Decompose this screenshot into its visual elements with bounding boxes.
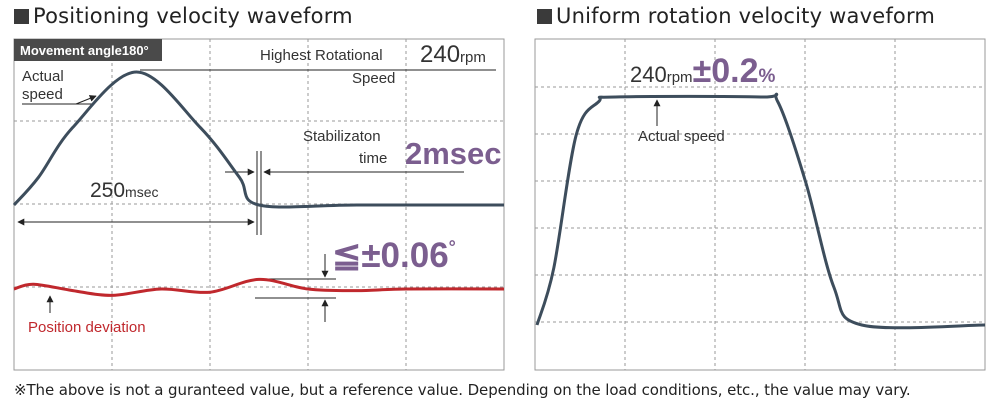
deviation-number: ≦±0.06	[332, 236, 449, 275]
actual-speed-label-line1: Actual	[22, 68, 64, 85]
uniform-tolerance-unit: %	[759, 66, 776, 87]
uniform-speed-value: 240rpm±0.2%	[630, 52, 776, 90]
right-chart-frame	[534, 38, 986, 371]
duration-unit: msec	[125, 184, 158, 200]
highest-speed-label-line1: Highest Rotational	[260, 47, 383, 64]
right-panel-title-text: Uniform rotation velocity waveform	[556, 4, 936, 28]
stabilization-label-line2: time	[359, 150, 387, 167]
left-panel-title: Positioning velocity waveform	[14, 4, 353, 28]
highest-speed-label-line2: Speed	[352, 70, 395, 87]
position-deviation-label: Position deviation	[28, 319, 146, 336]
stabilization-label-line1: Stabilizaton	[303, 128, 381, 145]
left-chart: Movement angle180° Actual speed Highest …	[12, 38, 505, 371]
position-deviation-line	[13, 277, 505, 297]
movement-angle-badge-text: Movement angle180°	[20, 43, 149, 58]
highest-speed-value: 240rpm	[420, 41, 486, 68]
uniform-speed-number: 240	[630, 62, 667, 87]
deviation-unit: °	[449, 237, 456, 257]
uniform-actual-speed-label: Actual speed	[638, 128, 725, 145]
left-velocity-line	[12, 70, 504, 209]
highest-speed-unit: rpm	[460, 49, 486, 66]
square-bullet-icon	[537, 9, 552, 24]
duration-value: 250msec	[90, 179, 159, 202]
right-panel-title: Uniform rotation velocity waveform	[537, 4, 935, 28]
duration-number: 250	[90, 179, 125, 202]
footnote: ※The above is not a guranteed value, but…	[14, 381, 911, 399]
movement-angle-badge	[14, 39, 162, 61]
square-bullet-icon	[14, 9, 29, 24]
left-panel-title-text: Positioning velocity waveform	[33, 4, 353, 28]
right-velocity-line	[535, 92, 986, 330]
right-chart: 240rpm±0.2% Actual speed	[534, 38, 986, 371]
actual-speed-label-line2: speed	[22, 86, 63, 103]
uniform-speed-unit: rpm	[667, 69, 693, 86]
uniform-tolerance-number: ±0.2	[693, 52, 759, 90]
actual-speed-arrow	[75, 95, 97, 105]
deviation-value: ≦±0.06°	[332, 236, 456, 275]
right-chart-grid	[535, 39, 985, 370]
stabilization-value: 2msec	[405, 136, 502, 171]
highest-speed-number: 240	[420, 41, 460, 68]
